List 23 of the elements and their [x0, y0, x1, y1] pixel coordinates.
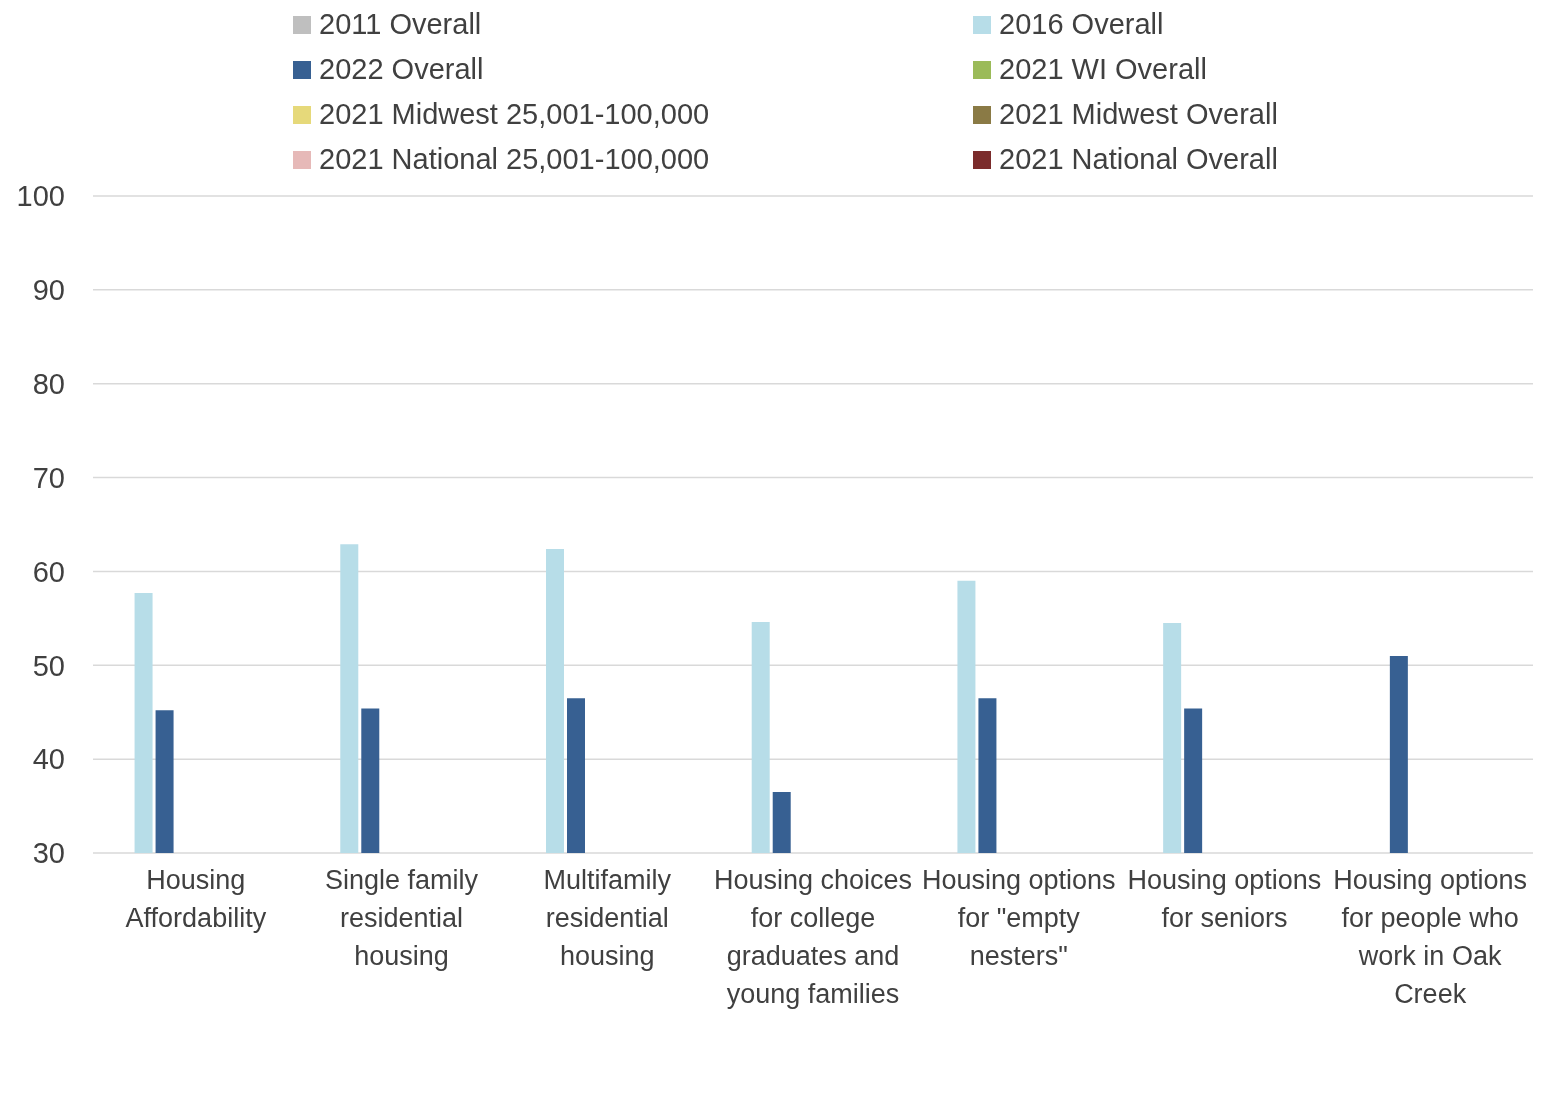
y-tick-label: 90: [32, 274, 65, 307]
legend-label: 2021 Midwest Overall: [999, 98, 1278, 131]
x-tick-label: Housing choices for college graduates and young families: [713, 865, 913, 1009]
legend-label: 2021 National 25,001-100,000: [319, 143, 710, 176]
x-tick-label: Housing options for people who work in Oak Creek: [1333, 865, 1527, 1009]
legend-label: 2022 Overall: [319, 53, 484, 86]
legend-label: 2011 Overall: [319, 8, 482, 41]
legend-label: 2021 National Overall: [999, 143, 1278, 176]
legend-label: 2016 Overall: [999, 8, 1164, 41]
y-tick-label: 40: [32, 743, 65, 776]
y-tick-label: 80: [32, 368, 65, 401]
y-tick-label: 60: [32, 555, 65, 588]
x-tick-label: Housing options for "empty nesters": [921, 865, 1116, 971]
x-tick-label: Single family residential housing: [325, 865, 479, 971]
legend-label: 2021 Midwest 25,001-100,000: [319, 98, 710, 131]
y-tick-label: 30: [32, 837, 65, 870]
x-tick-label: Housing Affordability: [125, 865, 267, 933]
x-tick-label: Multifamily residential housing: [543, 865, 672, 971]
x-tick-label: Housing options for seniors: [1127, 865, 1322, 933]
y-tick-label: 70: [32, 461, 65, 494]
legend-label: 2021 WI Overall: [999, 53, 1207, 86]
y-tick-label: 100: [16, 180, 65, 213]
y-tick-label: 50: [32, 649, 65, 682]
